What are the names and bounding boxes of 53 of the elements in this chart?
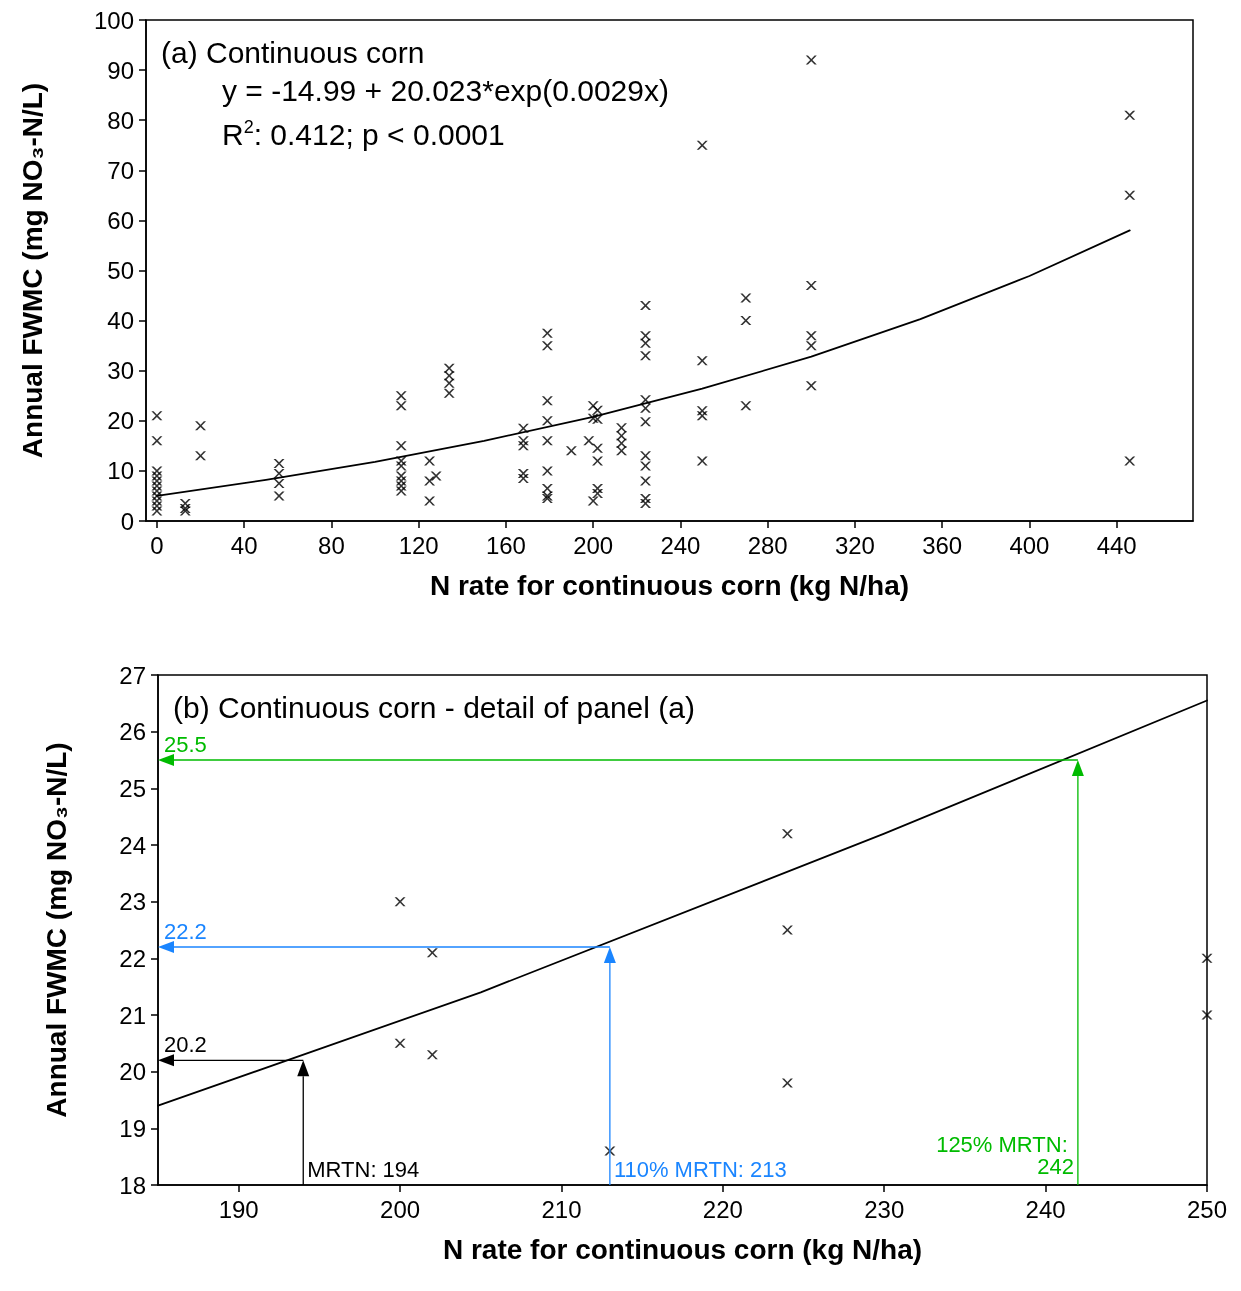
y-tick-label: 24 <box>119 831 146 859</box>
y-tick-label: 22 <box>119 944 146 972</box>
text: (b) Continuous corn - detail of panel (a) <box>173 690 695 724</box>
x-tick-label: 120 <box>398 531 439 559</box>
x-tick-label: 0 <box>150 531 164 559</box>
x-tick-label: 440 <box>1096 531 1137 559</box>
x-axis-title: N rate for continuous corn (kg N/ha) <box>429 569 910 601</box>
y-tick-label: 18 <box>119 1171 146 1199</box>
y-tick-label: 70 <box>107 156 134 184</box>
ref-line-label: 22.2 <box>164 918 207 944</box>
y-tick-label: 10 <box>107 457 134 485</box>
x-tick-label: 190 <box>218 1195 259 1223</box>
x-tick-label: 400 <box>1009 531 1050 559</box>
y-tick-label: 20 <box>107 407 134 435</box>
ref-line-label: 20.2 <box>164 1031 207 1057</box>
ref-line-label: 125% MRTN: 242 <box>936 1131 1074 1179</box>
ref-line-label: MRTN: 194 <box>307 1156 420 1182</box>
y-tick-label: 30 <box>107 357 134 385</box>
y-tick-label: 50 <box>107 257 134 284</box>
x-tick-label: 360 <box>922 531 963 559</box>
x-tick-label: 220 <box>702 1195 743 1223</box>
y-tick-label: 80 <box>107 106 134 134</box>
x-tick-label: 230 <box>864 1195 905 1223</box>
x-tick-label: 240 <box>660 531 701 559</box>
y-tick-label: 21 <box>119 1001 146 1029</box>
x-tick-label: 250 <box>1186 1195 1228 1223</box>
ref-line-label: 25.5 <box>164 731 207 757</box>
ref-line-label: 110% MRTN: 213 <box>613 1156 787 1182</box>
annotation: y = -14.99 + 20.023*exp(0.0029x) <box>222 73 669 107</box>
x-tick-label: 80 <box>318 531 345 559</box>
y-tick-label: 100 <box>93 6 134 34</box>
y-tick-label: 19 <box>119 1114 146 1142</box>
y-tick-label: 26 <box>119 718 146 746</box>
x-tick-label: 200 <box>380 1195 421 1223</box>
x-tick-label: 40 <box>230 531 258 559</box>
x-tick-label: 160 <box>485 531 526 559</box>
y-tick-label: 27 <box>119 661 146 689</box>
y-tick-label: 0 <box>120 507 134 535</box>
x-tick-label: 240 <box>1025 1195 1066 1223</box>
y-tick-label: 90 <box>107 56 134 84</box>
text: (a) Continuous corn <box>161 35 425 69</box>
y-tick-label: 40 <box>107 307 134 335</box>
y-tick-label: 23 <box>119 888 146 916</box>
x-tick-label: 280 <box>747 531 788 559</box>
y-axis-title: Annual FWMC (mg NO₃-N/L) <box>40 742 72 1118</box>
x-tick-label: 320 <box>834 531 875 559</box>
y-tick-label: 20 <box>119 1058 146 1086</box>
y-tick-label: 25 <box>119 774 146 802</box>
y-axis-title: Annual FWMC (mg NO₃-N/L) <box>16 82 48 459</box>
x-tick-label: 200 <box>573 531 614 559</box>
x-tick-label: 210 <box>541 1195 582 1223</box>
y-tick-label: 60 <box>107 206 134 234</box>
x-axis-title: N rate for continuous corn (kg N/ha) <box>442 1233 923 1265</box>
